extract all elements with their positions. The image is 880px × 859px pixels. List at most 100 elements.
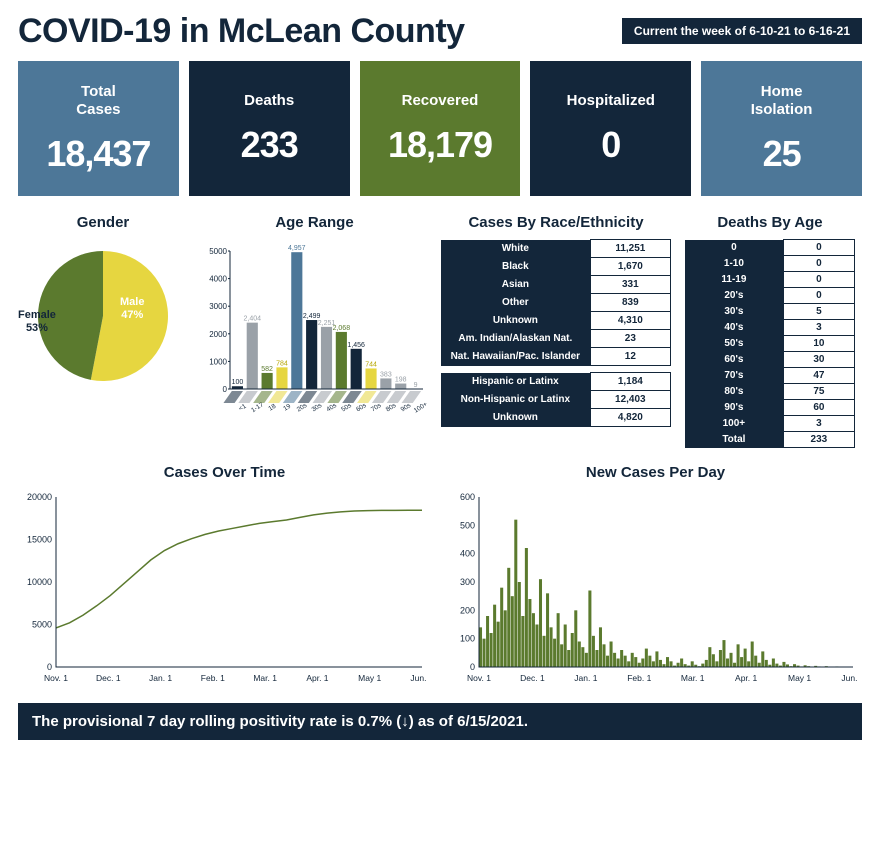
stat-value: 0 <box>601 124 620 166</box>
cases-over-time-title: Cases Over Time <box>18 464 431 481</box>
svg-text:600: 600 <box>460 492 475 502</box>
svg-text:Dec. 1: Dec. 1 <box>520 673 545 683</box>
svg-text:9: 9 <box>414 382 418 389</box>
stat-cards-row: TotalCases18,437Deaths233Recovered18,179… <box>18 61 862 196</box>
svg-text:582: 582 <box>261 366 273 373</box>
table-row: 60's30 <box>685 352 855 368</box>
race-value: 11,251 <box>590 240 670 258</box>
table-row: Nat. Hawaiian/Pac. Islander12 <box>441 348 671 366</box>
svg-text:Jun. 1: Jun. 1 <box>841 673 859 683</box>
svg-text:4,957: 4,957 <box>288 245 306 252</box>
svg-text:0: 0 <box>47 662 52 672</box>
race-label: Unknown <box>441 409 590 427</box>
svg-text:Nov. 1: Nov. 1 <box>467 673 491 683</box>
svg-text:300: 300 <box>460 577 475 587</box>
stat-card: Deaths233 <box>189 61 350 196</box>
stat-card: Hospitalized 0 <box>530 61 691 196</box>
svg-text:0: 0 <box>223 385 228 394</box>
deaths-age-value: 30 <box>783 352 854 368</box>
svg-text:Jan. 1: Jan. 1 <box>149 673 172 683</box>
new-cases-chart: 0100200300400500600Nov. 1Dec. 1Jan. 1Feb… <box>449 489 862 689</box>
pie-label-female: Female53% <box>18 309 56 335</box>
svg-text:30s: 30s <box>311 402 324 414</box>
page-title: COVID-19 in McLean County <box>18 12 465 51</box>
race-value: 4,820 <box>590 409 670 427</box>
svg-text:4000: 4000 <box>209 275 227 284</box>
svg-text:Dec. 1: Dec. 1 <box>96 673 121 683</box>
svg-text:15000: 15000 <box>27 535 52 545</box>
age-range-title: Age Range <box>202 214 427 231</box>
stat-value: 18,437 <box>46 133 150 175</box>
svg-text:19: 19 <box>282 403 292 413</box>
table-row: Total233 <box>685 432 855 448</box>
deaths-age-value: 0 <box>783 288 854 304</box>
svg-text:Jun. 1: Jun. 1 <box>410 673 428 683</box>
deaths-age-value: 10 <box>783 336 854 352</box>
race-value: 1,670 <box>590 258 670 276</box>
footer-positivity-bar: The provisional 7 day rolling positivity… <box>18 703 862 740</box>
table-row: Unknown4,310 <box>441 312 671 330</box>
svg-text:Jan. 1: Jan. 1 <box>574 673 597 683</box>
svg-text:Mar. 1: Mar. 1 <box>681 673 705 683</box>
svg-text:Apr. 1: Apr. 1 <box>735 673 757 683</box>
table-row: Am. Indian/Alaskan Nat.23 <box>441 330 671 348</box>
svg-text:100: 100 <box>232 379 244 386</box>
gender-title: Gender <box>18 214 188 231</box>
svg-text:0: 0 <box>470 662 475 672</box>
race-label: Hispanic or Latinx <box>441 373 590 391</box>
stat-card: HomeIsolation25 <box>701 61 862 196</box>
race-title: Cases By Race/Ethnicity <box>441 214 671 231</box>
table-row: 80's75 <box>685 384 855 400</box>
race-label: Asian <box>441 276 590 294</box>
stat-card: Recovered18,179 <box>360 61 521 196</box>
svg-text:1000: 1000 <box>209 357 227 366</box>
race-label: White <box>441 240 590 258</box>
table-row: White11,251 <box>441 240 671 258</box>
date-range-badge: Current the week of 6-10-21 to 6-16-21 <box>622 18 862 44</box>
deaths-age-label: 50's <box>685 336 783 352</box>
table-row: 70's47 <box>685 368 855 384</box>
svg-text:90s: 90s <box>400 402 413 414</box>
deaths-age-label: 70's <box>685 368 783 384</box>
deaths-age-value: 60 <box>783 400 854 416</box>
table-row: Unknown4,820 <box>441 409 671 427</box>
cases-over-time-chart: 05000100001500020000Nov. 1Dec. 1Jan. 1Fe… <box>18 489 431 689</box>
svg-text:Mar. 1: Mar. 1 <box>253 673 277 683</box>
svg-text:Feb. 1: Feb. 1 <box>627 673 651 683</box>
stat-card: TotalCases18,437 <box>18 61 179 196</box>
deaths-age-value: 0 <box>783 272 854 288</box>
table-row: Other839 <box>441 294 671 312</box>
bottom-row: Cases Over Time 05000100001500020000Nov.… <box>18 464 862 689</box>
deaths-age-value: 3 <box>783 320 854 336</box>
svg-text:744: 744 <box>365 361 377 368</box>
table-row: 1-100 <box>685 256 855 272</box>
deaths-age-label: 80's <box>685 384 783 400</box>
race-table: White11,251Black1,670Asian331Other839Unk… <box>441 239 671 427</box>
svg-text:100+: 100+ <box>413 401 427 415</box>
deaths-age-label: 11-19 <box>685 272 783 288</box>
svg-text:80s: 80s <box>385 402 398 414</box>
deaths-age-label: 60's <box>685 352 783 368</box>
table-row: Black1,670 <box>441 258 671 276</box>
svg-text:2000: 2000 <box>209 330 227 339</box>
race-value: 331 <box>590 276 670 294</box>
race-label: Unknown <box>441 312 590 330</box>
deaths-age-value: 233 <box>783 432 854 448</box>
race-label: Non-Hispanic or Latinx <box>441 391 590 409</box>
stat-label: Deaths <box>244 92 294 110</box>
svg-text:Feb. 1: Feb. 1 <box>201 673 225 683</box>
deaths-age-label: 20's <box>685 288 783 304</box>
new-cases-title: New Cases Per Day <box>449 464 862 481</box>
table-row: 40's3 <box>685 320 855 336</box>
age-range-chart: 010002000300040005000100<12,4041-1758218… <box>202 239 427 424</box>
svg-text:May 1: May 1 <box>358 673 381 683</box>
table-row: 30's5 <box>685 304 855 320</box>
gender-pie-chart: Female53%Male47% <box>28 241 178 391</box>
table-row: Non-Hispanic or Latinx12,403 <box>441 391 671 409</box>
stat-label: HomeIsolation <box>751 83 813 119</box>
mid-row: Gender Female53%Male47% Age Range 010002… <box>18 214 862 448</box>
deaths-age-value: 75 <box>783 384 854 400</box>
svg-text:Apr. 1: Apr. 1 <box>306 673 328 683</box>
deaths-age-label: 0 <box>685 240 783 256</box>
stat-label: Hospitalized <box>567 92 655 110</box>
